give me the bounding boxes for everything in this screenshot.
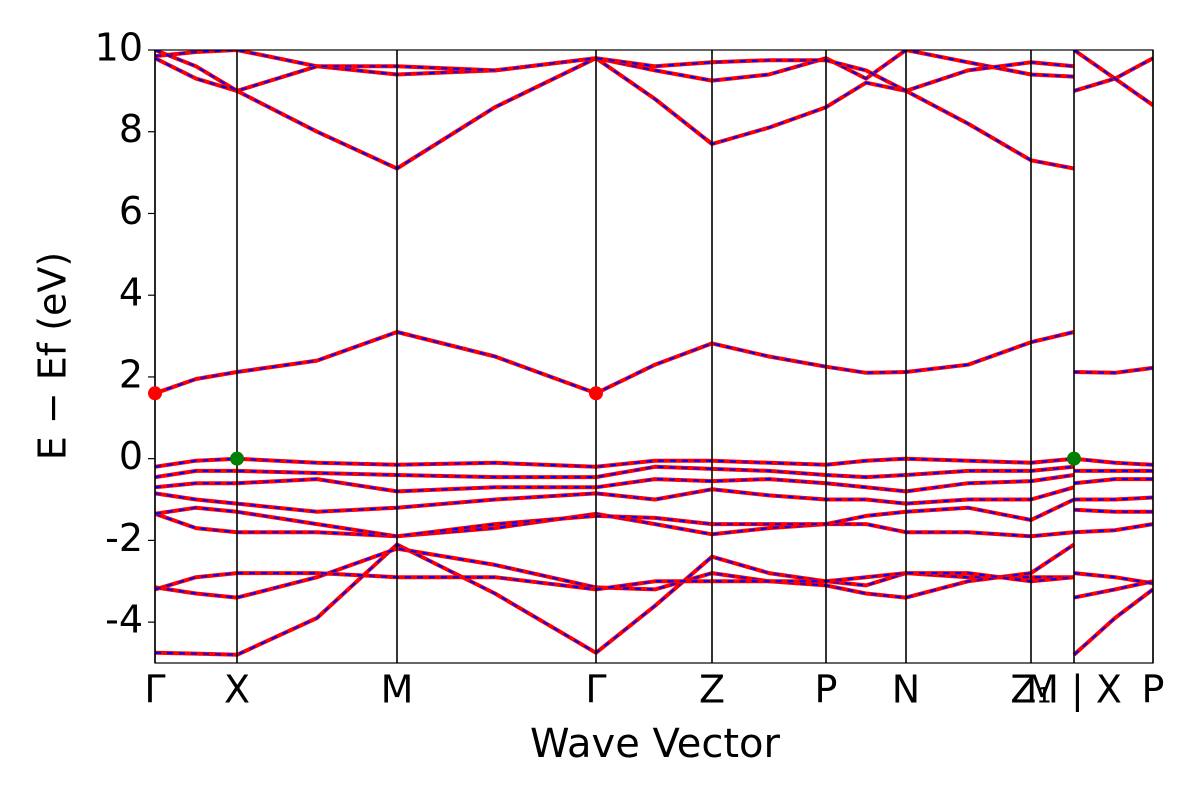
band-line-dashed xyxy=(155,498,1153,538)
x-axis-label: Wave Vector xyxy=(530,721,781,767)
band-line-dashed xyxy=(155,486,1153,513)
band-line-dashed xyxy=(155,457,1153,468)
extremum-marker xyxy=(230,451,244,466)
band-line xyxy=(155,542,1153,657)
band-line-dashed xyxy=(155,543,1153,656)
y-tick-label: 8 xyxy=(119,107,143,151)
y-tick-label: -4 xyxy=(105,598,143,642)
band-line-dashed xyxy=(155,572,1153,591)
band-line-dashed xyxy=(155,50,1153,107)
y-tick-label: 4 xyxy=(119,271,143,315)
band-line-dashed xyxy=(155,474,1153,493)
x-tick-label: N xyxy=(892,668,920,712)
x-tick-label: Z xyxy=(699,668,725,712)
x-tick-label: Γ xyxy=(585,668,606,712)
extremum-marker xyxy=(148,386,162,401)
y-tick-label: 2 xyxy=(119,352,143,396)
x-tick-label: M | X xyxy=(1026,668,1122,713)
y-tick-label: 10 xyxy=(95,26,143,70)
y-axis-label: E − Ef (eV) xyxy=(31,252,75,461)
band-line-dashed xyxy=(155,512,1153,538)
y-tick-label: 0 xyxy=(119,434,143,478)
x-tick-label: Γ xyxy=(144,668,165,712)
x-tick-label: X xyxy=(224,668,250,712)
band-line xyxy=(155,473,1153,494)
band-line-dashed xyxy=(155,330,1153,395)
x-tick-label: P xyxy=(1142,668,1165,712)
extremum-marker xyxy=(589,386,603,401)
y-tick-label: -2 xyxy=(105,516,143,560)
band-line-dashed xyxy=(155,57,1153,170)
band-line xyxy=(155,330,1153,396)
y-tick-label: 6 xyxy=(119,189,143,233)
band-line-dashed xyxy=(155,465,1153,479)
band-line-dashed xyxy=(155,50,1075,92)
plot-area xyxy=(155,50,1153,657)
band-line xyxy=(155,542,1153,600)
x-tick-label: P xyxy=(815,668,838,712)
extremum-marker xyxy=(1067,451,1081,466)
band-line xyxy=(155,56,1153,171)
x-tick-label: M xyxy=(381,668,414,712)
x-tick-label: Z₁ xyxy=(1010,668,1051,712)
band-line xyxy=(155,464,1153,480)
